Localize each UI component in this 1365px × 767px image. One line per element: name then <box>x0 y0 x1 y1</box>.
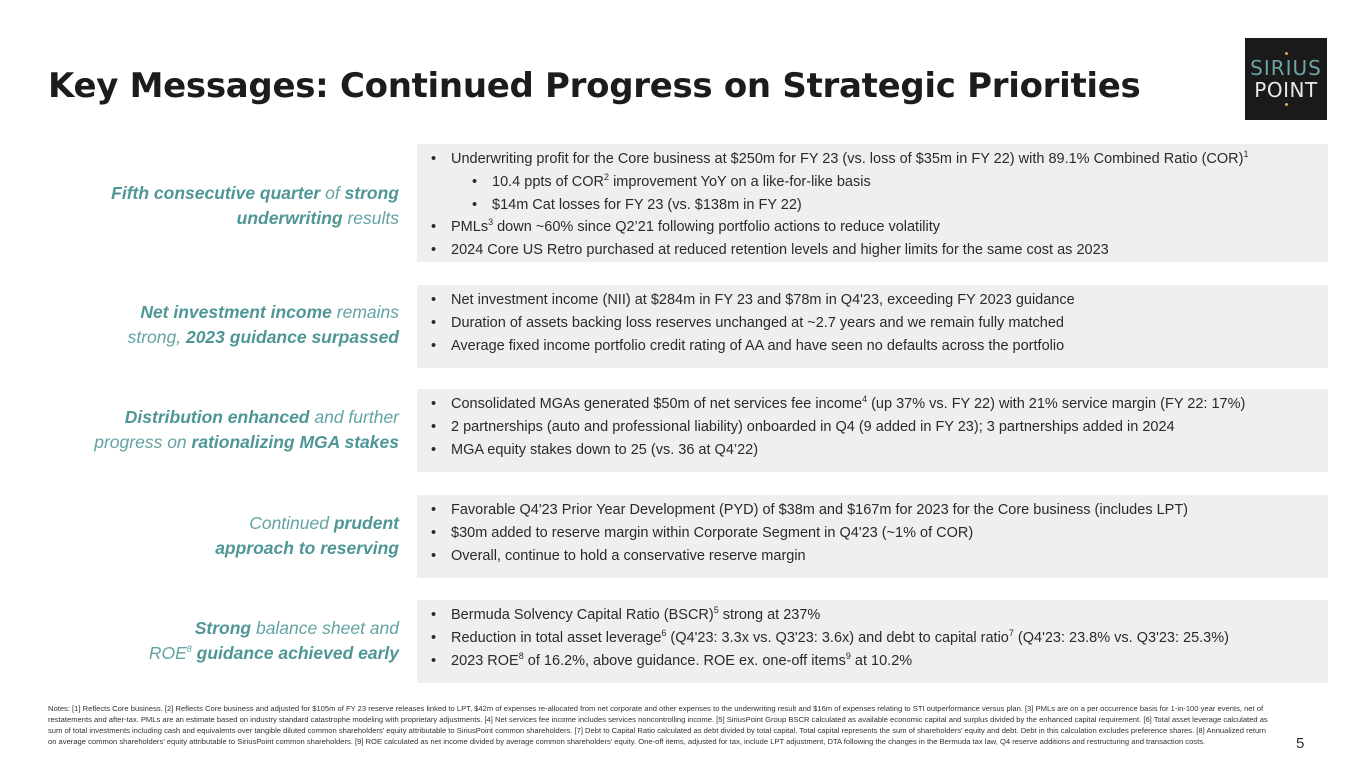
bullet-text: MGA equity stakes down to 25 (vs. 36 at … <box>451 441 759 458</box>
logo-dot <box>1284 103 1288 106</box>
bullet-text: Underwriting profit for the Core busines… <box>451 151 1244 167</box>
logo-dot <box>1284 52 1288 55</box>
bullet-item: Consolidated MGAs generated $50m of net … <box>417 393 1328 416</box>
footnote-ref: 4 <box>862 394 868 405</box>
emphasis-text: guidance achieved early <box>191 643 399 663</box>
emphasis-text: 2023 guidance surpassed <box>185 327 399 347</box>
emphasis-text: prudent <box>333 513 399 533</box>
footnote-ref: 8 <box>518 650 524 661</box>
sub-bullet-item: $14m Cat losses for FY 23 (vs. $138m in … <box>417 194 1328 217</box>
message-panel: Consolidated MGAs generated $50m of net … <box>417 389 1328 472</box>
bullet-item: Duration of assets backing loss reserves… <box>417 312 1328 335</box>
section-heading: Continued prudent approach to reserving <box>19 511 399 561</box>
bullet-text: Reduction in total asset leverage <box>451 629 662 646</box>
bullet-text: Consolidated MGAs generated $50m of net … <box>451 396 863 412</box>
bullet-item: Favorable Q4'23 Prior Year Development (… <box>417 499 1328 522</box>
emphasis-text: Strong <box>194 618 252 638</box>
heading-text: ROE <box>148 643 187 663</box>
heading-text: progress on <box>94 432 192 452</box>
section-heading: Fifth consecutive quarter of strong under… <box>19 181 399 231</box>
emphasis-text: Net investment income <box>140 302 332 322</box>
bullet-text: PMLs <box>451 219 489 236</box>
bullet-text: Average fixed income portfolio credit ra… <box>451 337 1065 354</box>
heading-text: balance sheet and <box>251 618 399 638</box>
bullet-text: (Q4'23: 23.8% vs. Q3'23: 25.3%) <box>1013 629 1229 646</box>
emphasis-text: strong <box>344 183 399 203</box>
bullet-list: Favorable Q4'23 Prior Year Development (… <box>417 495 1328 567</box>
footnote-ref: 3 <box>488 217 494 228</box>
bullet-item: 2 partnerships (auto and professional li… <box>417 416 1328 439</box>
bullet-text: $30m added to reserve margin within Corp… <box>451 524 974 541</box>
superscript: 8 <box>186 644 192 655</box>
bullet-item: PMLs3 down ~60% since Q2’21 following po… <box>417 216 1328 239</box>
bullet-text: improvement YoY on a like-for-like basis <box>609 173 871 190</box>
bullet-list: Underwriting profit for the Core busines… <box>417 144 1328 262</box>
bullet-text: Duration of assets backing loss reserves… <box>451 314 1064 331</box>
bullet-text: at 10.2% <box>850 652 913 669</box>
bullet-text: down ~60% since Q2’21 following portfoli… <box>493 219 941 236</box>
heading-text: Continued <box>249 513 334 533</box>
bullet-item: Reduction in total asset leverage6 (Q4'2… <box>417 627 1328 650</box>
footnote-ref: 9 <box>845 650 851 661</box>
bullet-list: Bermuda Solvency Capital Ratio (BSCR)5 s… <box>417 600 1328 672</box>
bullet-text: 2023 ROE <box>451 652 519 669</box>
bullet-list: Consolidated MGAs generated $50m of net … <box>417 389 1328 461</box>
heading-text: results <box>342 208 399 228</box>
bullet-list: Net investment income (NII) at $284m in … <box>417 285 1328 357</box>
bullet-text: 10.4 ppts of COR <box>492 173 605 190</box>
section-heading: Distribution enhanced and further progres… <box>19 405 399 455</box>
footnote-ref: 2 <box>604 171 610 182</box>
footnote-ref: 5 <box>713 605 719 616</box>
siriuspoint-logo: SIRIUS POINT <box>1245 38 1327 120</box>
bullet-text: $14m Cat losses for FY 23 (vs. $138m in … <box>492 196 802 213</box>
footnote-ref: 6 <box>661 627 667 638</box>
page-title: Key Messages: Continued Progress on Stra… <box>48 66 1141 106</box>
bullet-item: Underwriting profit for the Core busines… <box>417 148 1328 171</box>
heading-text: and further <box>309 407 399 427</box>
bullet-text: 2 partnerships (auto and professional li… <box>451 418 1175 435</box>
emphasis-text: underwriting <box>236 208 343 228</box>
message-panel: Underwriting profit for the Core busines… <box>417 144 1328 262</box>
sub-bullet-item: 10.4 ppts of COR2 improvement YoY on a l… <box>417 171 1328 194</box>
bullet-item: 2024 Core US Retro purchased at reduced … <box>417 239 1328 262</box>
bullet-text: 2024 Core US Retro purchased at reduced … <box>451 242 1109 259</box>
bullet-text: Bermuda Solvency Capital Ratio (BSCR) <box>451 607 714 623</box>
message-panel: Net investment income (NII) at $284m in … <box>417 285 1328 368</box>
bullet-text: (Q4'23: 3.3x vs. Q3'23: 3.6x) and debt t… <box>666 629 1009 646</box>
page-number: 5 <box>1296 735 1305 752</box>
bullet-text: of 16.2%, above guidance. ROE ex. one-of… <box>523 652 846 669</box>
logo-line-1: SIRIUS <box>1250 56 1322 80</box>
bullet-item: Overall, continue to hold a conservative… <box>417 545 1328 568</box>
bullet-item: Bermuda Solvency Capital Ratio (BSCR)5 s… <box>417 604 1328 627</box>
bullet-text: strong at 237% <box>718 607 821 623</box>
logo-line-2: POINT <box>1254 78 1318 102</box>
footnote-ref: 7 <box>1008 627 1014 638</box>
bullet-item: $30m added to reserve margin within Corp… <box>417 522 1328 545</box>
emphasis-text: rationalizing MGA stakes <box>191 432 399 452</box>
section-heading: Net investment income remains strong, 202… <box>19 300 399 350</box>
bullet-item: Net investment income (NII) at $284m in … <box>417 289 1328 312</box>
footnotes: Notes: [1] Reflects Core business. [2] R… <box>48 704 1268 746</box>
bullet-text: Favorable Q4'23 Prior Year Development (… <box>451 502 1189 518</box>
heading-text: of <box>320 183 345 203</box>
emphasis-text: Distribution enhanced <box>124 407 310 427</box>
message-panel: Bermuda Solvency Capital Ratio (BSCR)5 s… <box>417 600 1328 683</box>
footnote-ref: 1 <box>1243 149 1249 160</box>
emphasis-text: Fifth consecutive quarter <box>111 183 321 203</box>
message-panel: Favorable Q4'23 Prior Year Development (… <box>417 495 1328 578</box>
section-heading: Strong balance sheet and ROE8 guidance ac… <box>19 616 399 666</box>
heading-text: strong, <box>127 327 186 347</box>
heading-text: remains <box>331 302 399 322</box>
emphasis-text: approach to reserving <box>215 538 399 558</box>
bullet-item: MGA equity stakes down to 25 (vs. 36 at … <box>417 439 1328 462</box>
bullet-text: Overall, continue to hold a conservative… <box>451 547 806 564</box>
bullet-text: (up 37% vs. FY 22) with 21% service marg… <box>867 396 1246 412</box>
bullet-item: 2023 ROE8 of 16.2%, above guidance. ROE … <box>417 650 1328 673</box>
bullet-text: Net investment income (NII) at $284m in … <box>451 292 1075 308</box>
bullet-item: Average fixed income portfolio credit ra… <box>417 335 1328 358</box>
